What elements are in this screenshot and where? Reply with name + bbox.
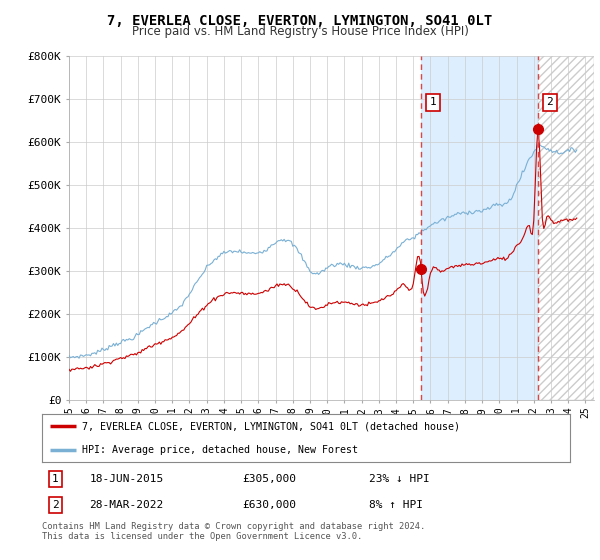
Text: 2: 2	[547, 97, 553, 108]
Text: 28-MAR-2022: 28-MAR-2022	[89, 500, 164, 510]
Text: 2: 2	[52, 500, 59, 510]
Text: Price paid vs. HM Land Registry's House Price Index (HPI): Price paid vs. HM Land Registry's House …	[131, 25, 469, 38]
Bar	[421, 56, 538, 400]
Text: £630,000: £630,000	[242, 500, 296, 510]
Text: 8% ↑ HPI: 8% ↑ HPI	[370, 500, 424, 510]
Text: 7, EVERLEA CLOSE, EVERTON, LYMINGTON, SO41 0LT: 7, EVERLEA CLOSE, EVERTON, LYMINGTON, SO…	[107, 14, 493, 28]
Text: Contains HM Land Registry data © Crown copyright and database right 2024.
This d: Contains HM Land Registry data © Crown c…	[42, 522, 425, 542]
Bar	[538, 56, 594, 400]
Text: £305,000: £305,000	[242, 474, 296, 484]
Text: 1: 1	[430, 97, 437, 108]
Text: 7, EVERLEA CLOSE, EVERTON, LYMINGTON, SO41 0LT (detached house): 7, EVERLEA CLOSE, EVERTON, LYMINGTON, SO…	[82, 421, 460, 431]
Text: HPI: Average price, detached house, New Forest: HPI: Average price, detached house, New …	[82, 445, 358, 455]
Text: 1: 1	[52, 474, 59, 484]
Text: 23% ↓ HPI: 23% ↓ HPI	[370, 474, 430, 484]
Text: 18-JUN-2015: 18-JUN-2015	[89, 474, 164, 484]
